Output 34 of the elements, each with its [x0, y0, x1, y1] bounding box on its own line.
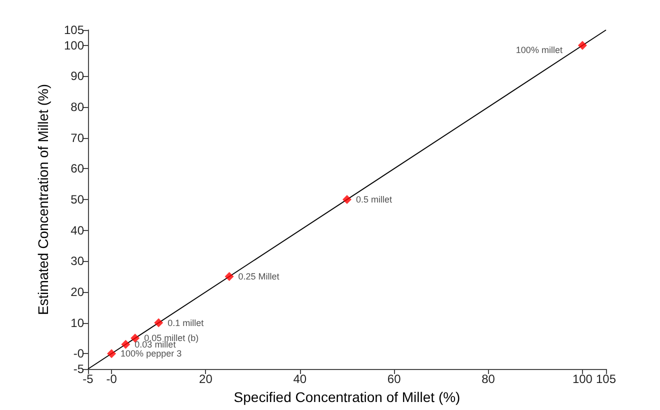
point: [578, 40, 587, 50]
x-tick-label: 60: [387, 372, 402, 386]
y-tick-label: 90: [70, 69, 84, 84]
point: [121, 340, 130, 349]
y-tick-label: -5: [73, 362, 84, 376]
x-tick-label: 80: [482, 372, 496, 386]
y-tick-label: 40: [70, 223, 84, 238]
annotation: 0.5 millet: [356, 194, 393, 204]
x-tick-label: -5: [82, 372, 94, 386]
point: [154, 318, 164, 328]
x-tick-label: 100: [572, 372, 593, 386]
y-tick-label: 80: [70, 100, 84, 114]
point: [107, 349, 116, 358]
y-tick-label: -0: [73, 346, 84, 361]
annotation: 100% pepper 3: [120, 348, 182, 359]
annotation: 0.1 millet: [168, 318, 204, 328]
y-tick-label: 10: [70, 316, 84, 330]
annotation: 100% millet: [516, 44, 563, 55]
y-tick-label: 20: [70, 284, 84, 299]
point: [342, 195, 352, 204]
x-tick-label: 20: [199, 372, 213, 386]
y-tick-label: 100: [64, 38, 84, 52]
annotation: 0.25 Millet: [238, 272, 280, 282]
x-tick-label: -0: [106, 372, 118, 386]
y-tick-label: 50: [70, 192, 84, 206]
x-tick-label: 105: [596, 372, 616, 386]
x-tick-label: 40: [293, 372, 307, 386]
y-axis-title: Estimated Concentration of Millet (%): [35, 84, 51, 316]
y-tick-label: 70: [70, 130, 84, 145]
x-axis-title: Specified Concentration of Millet (%): [234, 388, 460, 405]
y-tick-label: 30: [70, 254, 84, 268]
point: [224, 272, 234, 282]
y-tick-label: 105: [64, 23, 84, 37]
y-tick-label: 60: [70, 162, 84, 176]
